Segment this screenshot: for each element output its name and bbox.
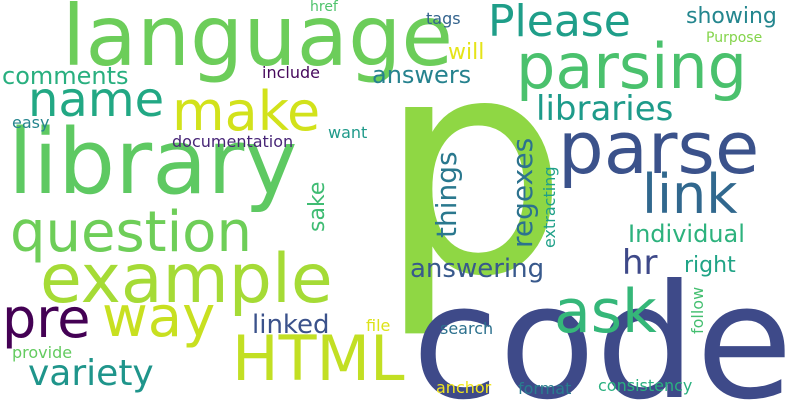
word-code: code [412,251,794,400]
word-sake: sake [305,181,330,232]
word-regexes: regexes [506,137,539,248]
word-language: language [62,0,454,85]
word-documentation: documentation [172,132,294,151]
word-parsing: parsing [516,30,748,103]
word-library: library [8,110,298,215]
word-HTML: HTML [232,322,405,395]
word-want: want [328,123,368,142]
word-example: example [40,240,333,319]
word-answers: answers [372,61,472,89]
word-href: href [310,0,338,15]
word-things: things [430,151,463,238]
word-will: will [448,40,485,65]
word-showing: showing [686,4,777,29]
word-pre: pre [2,287,91,350]
word-variety: variety [28,353,154,394]
word-libraries: libraries [536,89,674,129]
word-easy: easy [12,113,50,132]
word-file: file [366,316,391,335]
word-answering: answering [410,254,545,284]
word-include: include [262,63,320,82]
word-tags: tags [426,9,461,28]
word-name: name [28,72,165,128]
word-Purpose: Purpose [706,30,763,46]
word-way: way [102,285,216,350]
word-Individual: Individual [628,220,745,248]
word-parse: parse [558,106,760,190]
word-link: link [642,163,738,226]
word-provide: provide [12,343,73,362]
word-format: format [518,379,572,398]
word-Please: Please [488,0,631,47]
word-make: make [172,80,321,143]
word-consistency: consistency [598,376,693,395]
word-comments: comments [2,62,129,90]
word-hr: hr [622,243,658,283]
word-extracting: extracting [540,166,559,249]
word-p: p [378,0,569,342]
word-anchor: anchor [436,378,492,397]
word-ask: ask [554,277,657,347]
word-search: search [440,319,494,338]
word-linked: linked [252,310,330,340]
word-follow: follow [688,286,707,334]
word-right: right [684,253,736,278]
word-question: question [10,200,252,265]
